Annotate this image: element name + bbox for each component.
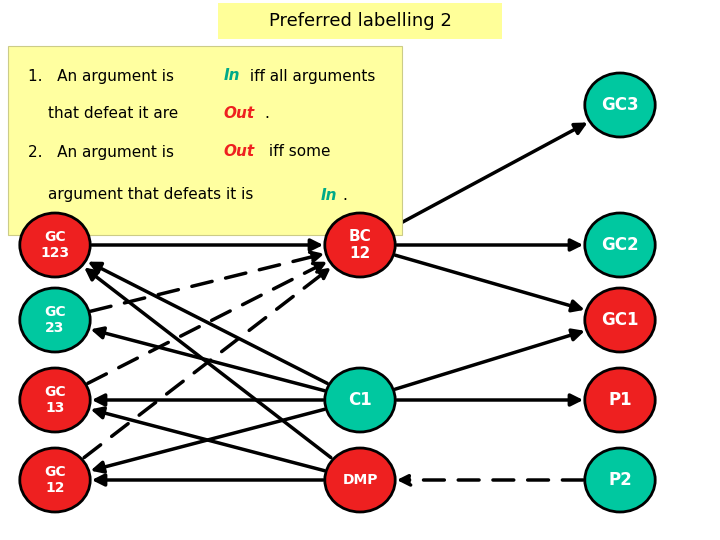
Text: GC
123: GC 123 bbox=[40, 230, 70, 260]
Text: In: In bbox=[224, 69, 240, 84]
Text: GC
12: GC 12 bbox=[44, 465, 66, 495]
Text: .: . bbox=[343, 187, 347, 202]
Ellipse shape bbox=[585, 73, 655, 137]
Text: 2.   An argument is: 2. An argument is bbox=[28, 145, 179, 159]
Text: iff all arguments: iff all arguments bbox=[246, 69, 376, 84]
Ellipse shape bbox=[585, 213, 655, 277]
Ellipse shape bbox=[325, 368, 395, 432]
Ellipse shape bbox=[585, 448, 655, 512]
Ellipse shape bbox=[19, 448, 90, 512]
Text: that defeat it are: that defeat it are bbox=[48, 106, 183, 122]
FancyBboxPatch shape bbox=[8, 46, 402, 235]
Text: GC2: GC2 bbox=[601, 236, 639, 254]
Text: 1.   An argument is: 1. An argument is bbox=[28, 69, 179, 84]
Text: P1: P1 bbox=[608, 391, 632, 409]
Text: P2: P2 bbox=[608, 471, 632, 489]
Text: C1: C1 bbox=[348, 391, 372, 409]
Text: Preferred labelling 2: Preferred labelling 2 bbox=[269, 12, 451, 30]
Text: .: . bbox=[264, 106, 269, 122]
Text: Out: Out bbox=[224, 145, 255, 159]
Ellipse shape bbox=[19, 213, 90, 277]
Text: Out: Out bbox=[223, 106, 255, 122]
Text: DMP: DMP bbox=[342, 473, 378, 487]
Ellipse shape bbox=[585, 288, 655, 352]
Text: argument that defeats it is: argument that defeats it is bbox=[48, 187, 258, 202]
Text: BC
12: BC 12 bbox=[348, 229, 372, 261]
Text: GC
13: GC 13 bbox=[44, 385, 66, 415]
Ellipse shape bbox=[325, 448, 395, 512]
Text: In: In bbox=[321, 187, 338, 202]
Ellipse shape bbox=[585, 368, 655, 432]
Ellipse shape bbox=[19, 288, 90, 352]
Ellipse shape bbox=[325, 213, 395, 277]
Ellipse shape bbox=[19, 368, 90, 432]
Text: GC1: GC1 bbox=[601, 311, 639, 329]
Text: GC
23: GC 23 bbox=[44, 305, 66, 335]
Text: iff some: iff some bbox=[264, 145, 331, 159]
Text: GC3: GC3 bbox=[601, 96, 639, 114]
FancyBboxPatch shape bbox=[218, 3, 502, 39]
